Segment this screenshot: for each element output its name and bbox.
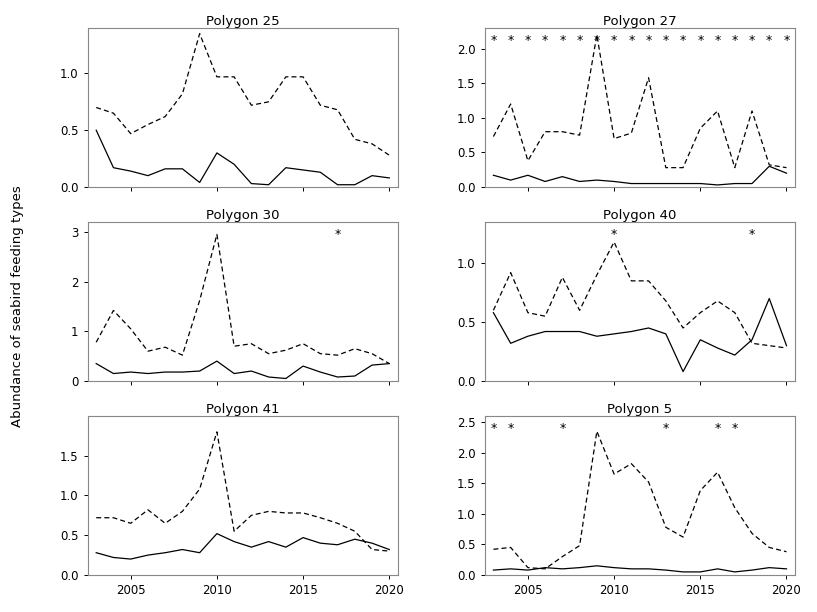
- Text: *: *: [628, 34, 635, 47]
- Text: *: *: [490, 422, 497, 435]
- Text: *: *: [749, 228, 755, 241]
- Text: *: *: [560, 422, 565, 435]
- Text: *: *: [507, 422, 514, 435]
- Text: *: *: [714, 422, 721, 435]
- Text: *: *: [525, 34, 531, 47]
- Title: Polygon 5: Polygon 5: [607, 403, 672, 416]
- Text: *: *: [490, 34, 497, 47]
- Title: Polygon 25: Polygon 25: [206, 15, 279, 28]
- Text: *: *: [577, 34, 583, 47]
- Text: *: *: [714, 34, 721, 47]
- Text: *: *: [542, 34, 548, 47]
- Title: Polygon 40: Polygon 40: [603, 209, 676, 222]
- Text: *: *: [732, 34, 738, 47]
- Text: *: *: [766, 34, 772, 47]
- Text: *: *: [645, 34, 652, 47]
- Text: *: *: [611, 228, 617, 241]
- Text: *: *: [507, 34, 514, 47]
- Title: Polygon 27: Polygon 27: [603, 15, 676, 28]
- Text: Abundance of seabird feeding types: Abundance of seabird feeding types: [11, 185, 25, 427]
- Text: *: *: [663, 422, 669, 435]
- Title: Polygon 41: Polygon 41: [206, 403, 279, 416]
- Text: *: *: [594, 34, 600, 47]
- Text: *: *: [334, 228, 341, 241]
- Text: *: *: [560, 34, 565, 47]
- Text: *: *: [784, 34, 789, 47]
- Title: Polygon 30: Polygon 30: [206, 209, 279, 222]
- Text: *: *: [749, 34, 755, 47]
- Text: *: *: [697, 34, 703, 47]
- Text: *: *: [663, 34, 669, 47]
- Text: *: *: [611, 34, 617, 47]
- Text: *: *: [732, 422, 738, 435]
- Text: *: *: [680, 34, 686, 47]
